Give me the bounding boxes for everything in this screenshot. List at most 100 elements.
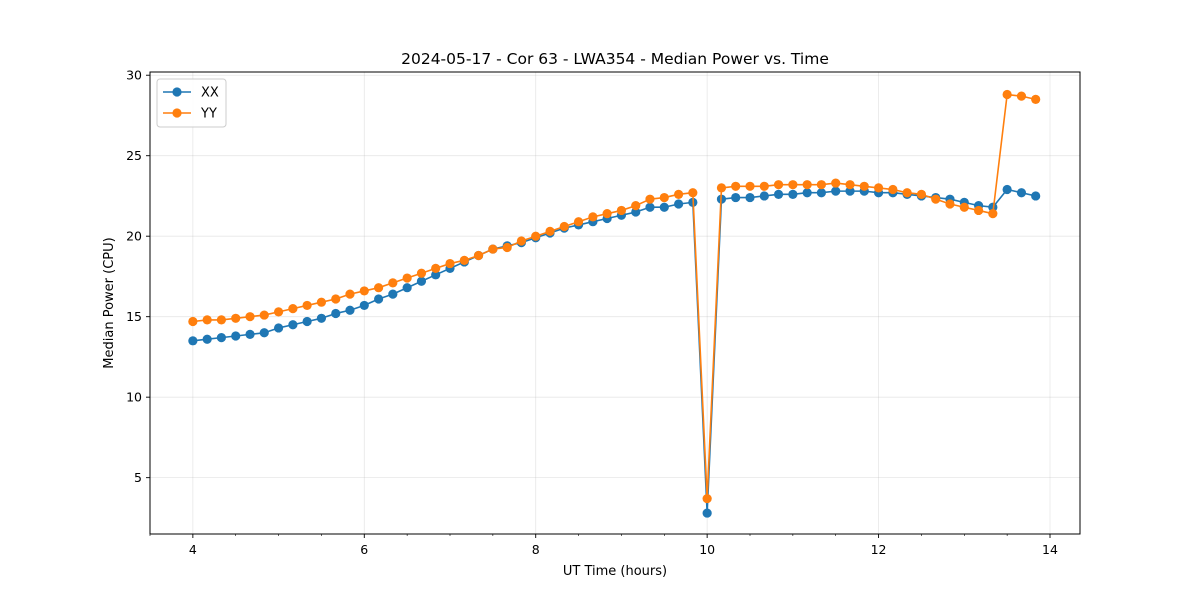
y-tick-label: 10: [126, 390, 142, 405]
data-point-xx: [288, 320, 298, 330]
data-point-yy: [902, 188, 912, 198]
data-point-yy: [631, 201, 641, 211]
legend-label: YY: [200, 107, 217, 122]
data-point-yy: [988, 209, 998, 219]
data-point-xx: [345, 305, 355, 315]
data-point-yy: [316, 297, 327, 307]
data-point-xx: [802, 188, 812, 198]
data-point-yy: [859, 181, 869, 191]
data-point-xx: [202, 334, 212, 344]
data-point-xx: [845, 186, 855, 196]
data-point-yy: [488, 244, 498, 254]
y-tick-label: 20: [126, 229, 142, 244]
data-point-yy: [873, 183, 884, 193]
data-point-yy: [416, 268, 427, 278]
x-tick-label: 4: [189, 542, 197, 557]
data-point-yy: [659, 192, 669, 203]
data-point-xx: [773, 189, 784, 199]
data-point-xx: [702, 508, 712, 518]
legend-entry-xx: XX: [163, 86, 219, 101]
data-point-xx: [788, 189, 798, 199]
data-point-yy: [431, 263, 441, 273]
data-point-xx: [745, 192, 755, 203]
series-line-yy: [192, 93, 1036, 500]
data-point-xx: [674, 199, 684, 209]
data-point-yy: [559, 221, 569, 232]
data-point-xx: [374, 294, 384, 304]
x-tick-label: 10: [699, 542, 715, 557]
data-point-yy: [345, 289, 355, 299]
data-point-yy: [259, 310, 269, 320]
data-point-xx: [316, 313, 327, 323]
y-tick-label: 25: [126, 148, 142, 163]
legend-label: XX: [201, 86, 219, 101]
data-point-yy: [545, 226, 555, 236]
data-point-yy: [931, 194, 941, 204]
data-point-yy: [759, 181, 769, 191]
data-point-yy: [788, 180, 798, 190]
data-point-yy: [473, 250, 484, 261]
data-point-xx: [431, 270, 441, 280]
data-point-yy: [273, 307, 284, 317]
data-point-yy: [1016, 91, 1027, 101]
data-point-yy: [374, 283, 384, 293]
y-tick-label: 15: [126, 309, 142, 324]
data-point-yy: [331, 294, 341, 304]
data-point-xx: [1016, 188, 1027, 198]
data-point-yy: [402, 273, 412, 283]
data-point-yy: [202, 315, 212, 325]
data-point-yy: [388, 278, 398, 288]
plot-area-frame: [149, 71, 1081, 535]
data-point-yy: [288, 304, 298, 314]
chart-title: 2024-05-17 - Cor 63 - LWA354 - Median Po…: [401, 50, 829, 68]
data-point-yy: [745, 181, 755, 191]
data-point-yy: [945, 199, 955, 209]
data-point-xx: [302, 316, 312, 327]
data-point-yy: [816, 180, 827, 190]
legend-entries: XX YY: [163, 86, 219, 122]
data-point-yy: [588, 212, 598, 222]
legend-marker: [172, 108, 182, 118]
data-point-yy: [888, 184, 898, 195]
data-point-xx: [831, 186, 841, 196]
data-point-yy: [702, 493, 712, 504]
data-point-yy: [831, 178, 841, 188]
data-point-yy: [231, 313, 241, 323]
x-axis-label: UT Time (hours): [563, 564, 667, 579]
data-point-xx: [388, 289, 398, 299]
data-point-yy: [616, 205, 627, 216]
data-point-yy: [845, 180, 855, 190]
data-point-yy: [573, 217, 584, 227]
data-point-xx: [245, 329, 255, 339]
data-point-yy: [716, 183, 727, 193]
data-point-xx: [259, 328, 269, 338]
data-point-yy: [645, 194, 655, 204]
data-point-yy: [445, 258, 455, 269]
data-point-yy: [674, 189, 684, 199]
y-axis-label: Median Power (CPU): [102, 237, 117, 368]
data-point-xx: [216, 333, 226, 343]
data-point-yy: [216, 315, 226, 325]
series-yy: [188, 89, 1041, 504]
data-point-xx: [731, 192, 741, 203]
data-point-xx: [231, 331, 241, 341]
y-tick-label: 30: [126, 68, 142, 83]
axes: 4 6 8 10 12 14 5 10 15 20 25 30: [126, 68, 1058, 557]
x-tick-label: 6: [360, 542, 368, 557]
data-point-xx: [416, 276, 427, 286]
data-point-yy: [959, 202, 969, 212]
data-point-yy: [502, 242, 512, 253]
data-point-xx: [331, 308, 341, 319]
data-point-yy: [516, 236, 527, 246]
data-point-xx: [659, 202, 669, 212]
data-point-xx: [359, 300, 369, 311]
data-point-yy: [802, 180, 812, 190]
legend: XX YY: [156, 78, 227, 128]
data-point-yy: [531, 231, 541, 241]
series-layer: [188, 89, 1041, 518]
data-point-xx: [273, 323, 284, 333]
data-point-yy: [731, 181, 741, 191]
series-xx: [188, 184, 1041, 518]
data-point-yy: [1031, 94, 1041, 104]
